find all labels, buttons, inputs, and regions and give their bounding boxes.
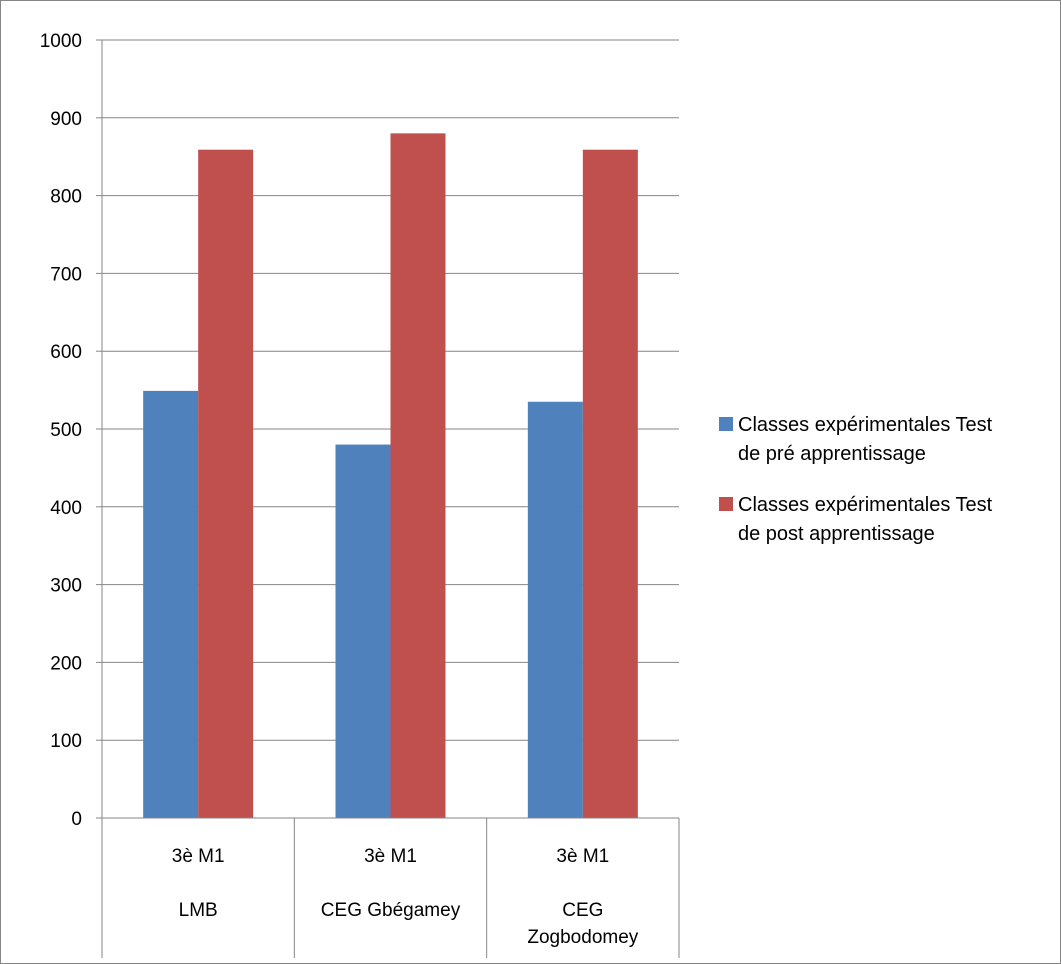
bar: [143, 390, 199, 818]
category-label-level2: CEG: [562, 900, 603, 921]
axes: [96, 39, 680, 958]
category-label-level1: 3è M1: [364, 846, 417, 867]
legend-label: Classes expérimentales Test: [738, 414, 993, 436]
y-tick-label: 800: [50, 187, 82, 208]
legend-label: Classes expérimentales Test: [738, 494, 993, 516]
legend-swatch: [719, 417, 733, 431]
bar: [582, 149, 638, 818]
y-tick-label: 1000: [40, 31, 82, 52]
category-labels: 3è M1 LMB 3è M1 CEG Gbégamey 3è M1 CEG Zogbodo…: [172, 846, 639, 948]
category-label-level1: 3è M1: [556, 846, 609, 867]
y-tick-label: 100: [50, 731, 82, 752]
y-tick-label: 0: [71, 809, 82, 830]
y-tick-label: 200: [50, 653, 82, 674]
y-tick-label: 400: [50, 498, 82, 519]
y-tick-labels: 0 100 200 300 400 500 600 700 800 900 1000: [40, 31, 82, 830]
bar: [390, 133, 446, 819]
y-tick-label: 900: [50, 109, 82, 130]
legend-swatch: [719, 497, 733, 511]
category-label-level2: Zogbodomey: [527, 927, 638, 948]
bar: [527, 401, 583, 818]
y-tick-label: 500: [50, 420, 82, 441]
bar: [335, 444, 391, 818]
y-tick-label: 600: [50, 342, 82, 363]
legend: Classes expérimentales Test de pré appren…: [719, 414, 993, 545]
bar: [198, 149, 254, 818]
y-tick-label: 700: [50, 264, 82, 285]
legend-label: de pré apprentissage: [738, 443, 926, 465]
category-label-level2: CEG Gbégamey: [321, 900, 461, 921]
legend-label: de post apprentissage: [738, 523, 935, 545]
category-label-level2: LMB: [179, 900, 218, 921]
bars: [143, 133, 638, 819]
category-label-level1: 3è M1: [172, 846, 225, 867]
y-tick-label: 300: [50, 576, 82, 597]
